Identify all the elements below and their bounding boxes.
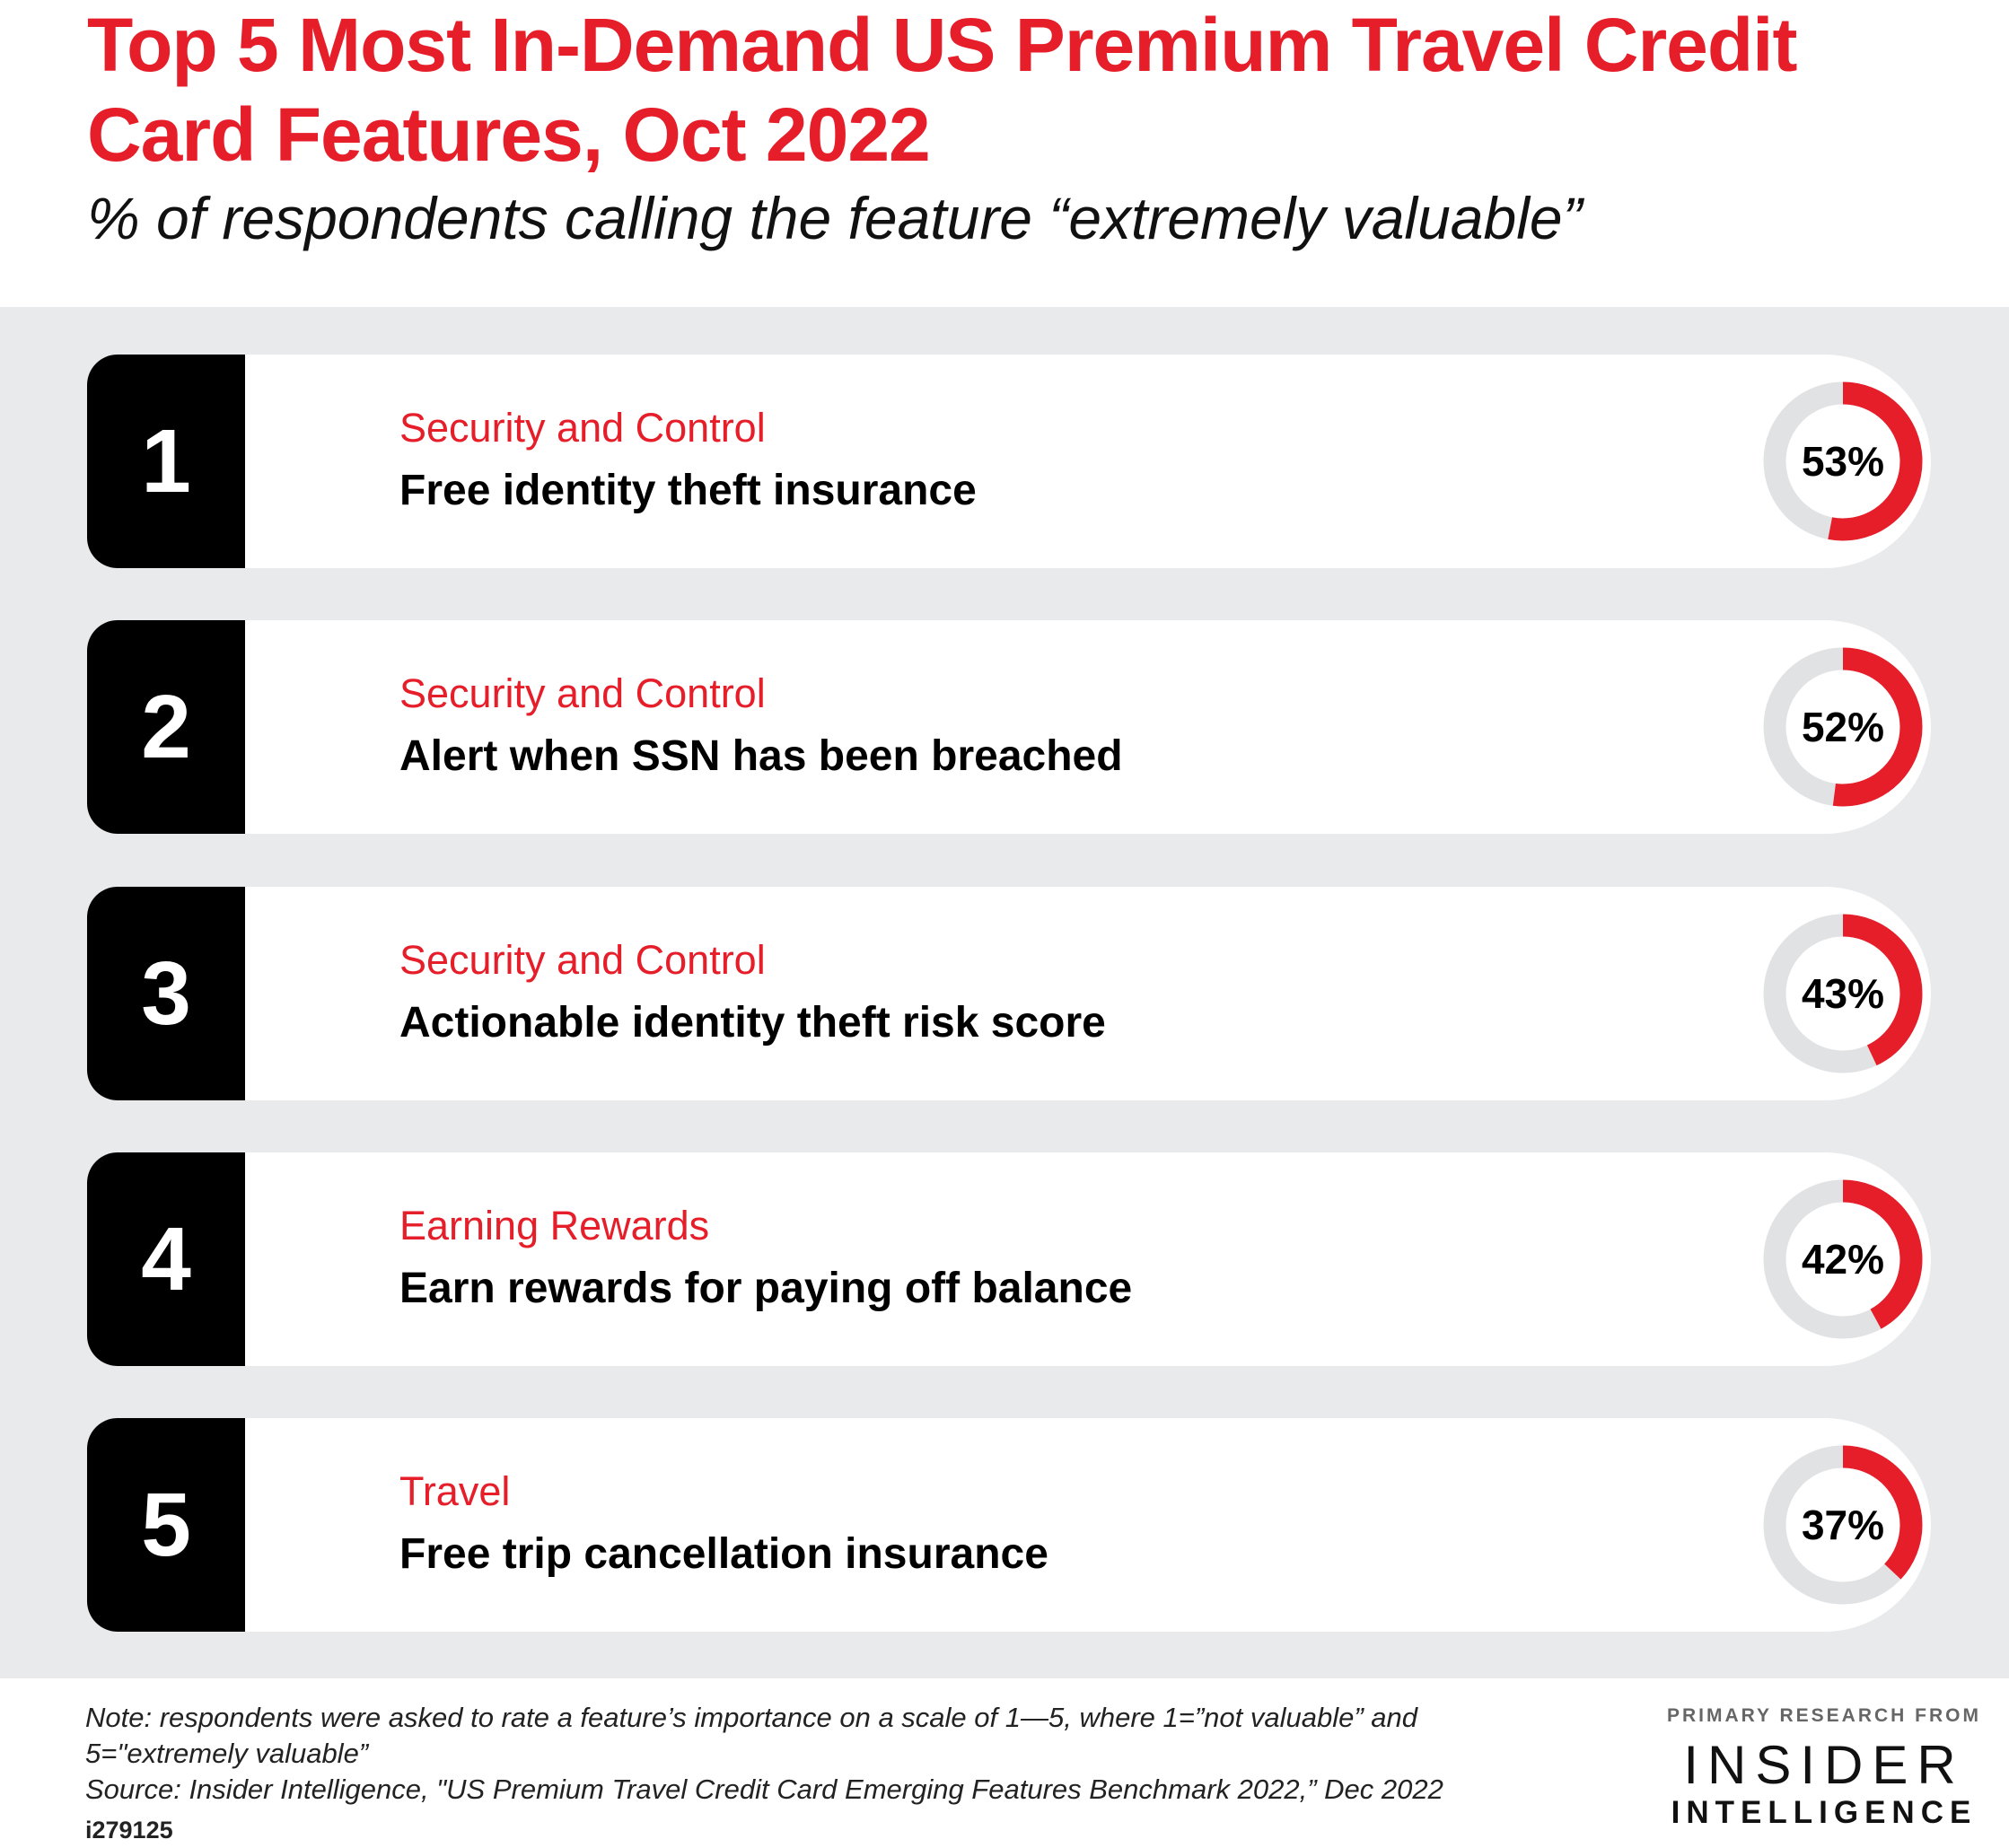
logo-insider: INSIDER: [1683, 1735, 1965, 1795]
ranking-row: 5 Travel Free trip cancellation insuranc…: [87, 1418, 1931, 1632]
ranking-row: 4 Earning Rewards Earn rewards for payin…: [87, 1152, 1931, 1366]
feature-category: Security and Control: [399, 937, 766, 983]
logo-intelligence: INTELLIGENCE: [1671, 1795, 1978, 1830]
rank-badge: 3: [87, 887, 245, 1100]
feature-card: Security and Control Free identity theft…: [245, 355, 1931, 568]
rank-badge: 2: [87, 620, 245, 834]
donut-chart: [1763, 1445, 1923, 1605]
ranking-row: 2 Security and Control Alert when SSN ha…: [87, 620, 1931, 834]
feature-card: Travel Free trip cancellation insurance …: [245, 1418, 1931, 1632]
percent-label: 52%: [1801, 704, 1885, 750]
chart-title: Top 5 Most In-Demand US Premium Travel C…: [87, 3, 1797, 177]
footnote-source: Source: Insider Intelligence, "US Premiu…: [85, 1774, 1443, 1805]
chart-id: i279125: [85, 1817, 173, 1844]
feature-name: Free identity theft insurance: [399, 467, 977, 514]
feature-category: Security and Control: [399, 670, 766, 716]
ranking-row: 1 Security and Control Free identity the…: [87, 355, 1931, 568]
feature-card: Security and Control Alert when SSN has …: [245, 620, 1931, 834]
footnote-note-2: 5="extremely valuable”: [85, 1738, 369, 1769]
footnote-note-1: Note: respondents were asked to rate a f…: [85, 1702, 1418, 1733]
donut-value-arc: [1763, 1179, 1923, 1339]
feature-name: Actionable identity theft risk score: [399, 999, 1106, 1047]
feature-name: Free trip cancellation insurance: [399, 1530, 1048, 1578]
donut-value-arc: [1763, 381, 1923, 541]
feature-category: Travel: [399, 1468, 511, 1514]
rank-badge: 1: [87, 355, 245, 568]
feature-category: Earning Rewards: [399, 1203, 710, 1248]
logo-tagline: PRIMARY RESEARCH FROM: [1666, 1705, 1982, 1726]
donut-chart: [1763, 381, 1923, 541]
rank-badge: 4: [87, 1152, 245, 1366]
donut-value-arc: [1763, 1445, 1923, 1605]
feature-name: Earn rewards for paying off balance: [399, 1265, 1133, 1312]
donut-chart: [1763, 1179, 1923, 1339]
donut-chart: [1763, 914, 1923, 1073]
chart-subtitle: % of respondents calling the feature “ex…: [87, 185, 1583, 251]
percent-label: 53%: [1801, 438, 1885, 485]
donut-value-arc: [1763, 914, 1923, 1073]
percent-label: 37%: [1801, 1502, 1885, 1548]
percent-label: 42%: [1801, 1236, 1885, 1283]
feature-category: Security and Control: [399, 405, 766, 451]
donut-value-arc: [1763, 647, 1923, 807]
rank-badge: 5: [87, 1418, 245, 1632]
feature-name: Alert when SSN has been breached: [399, 732, 1123, 780]
percent-label: 43%: [1801, 970, 1885, 1017]
donut-chart: [1763, 647, 1923, 807]
feature-card: Security and Control Actionable identity…: [245, 887, 1931, 1100]
ranking-row: 3 Security and Control Actionable identi…: [87, 887, 1931, 1100]
feature-card: Earning Rewards Earn rewards for paying …: [245, 1152, 1931, 1366]
